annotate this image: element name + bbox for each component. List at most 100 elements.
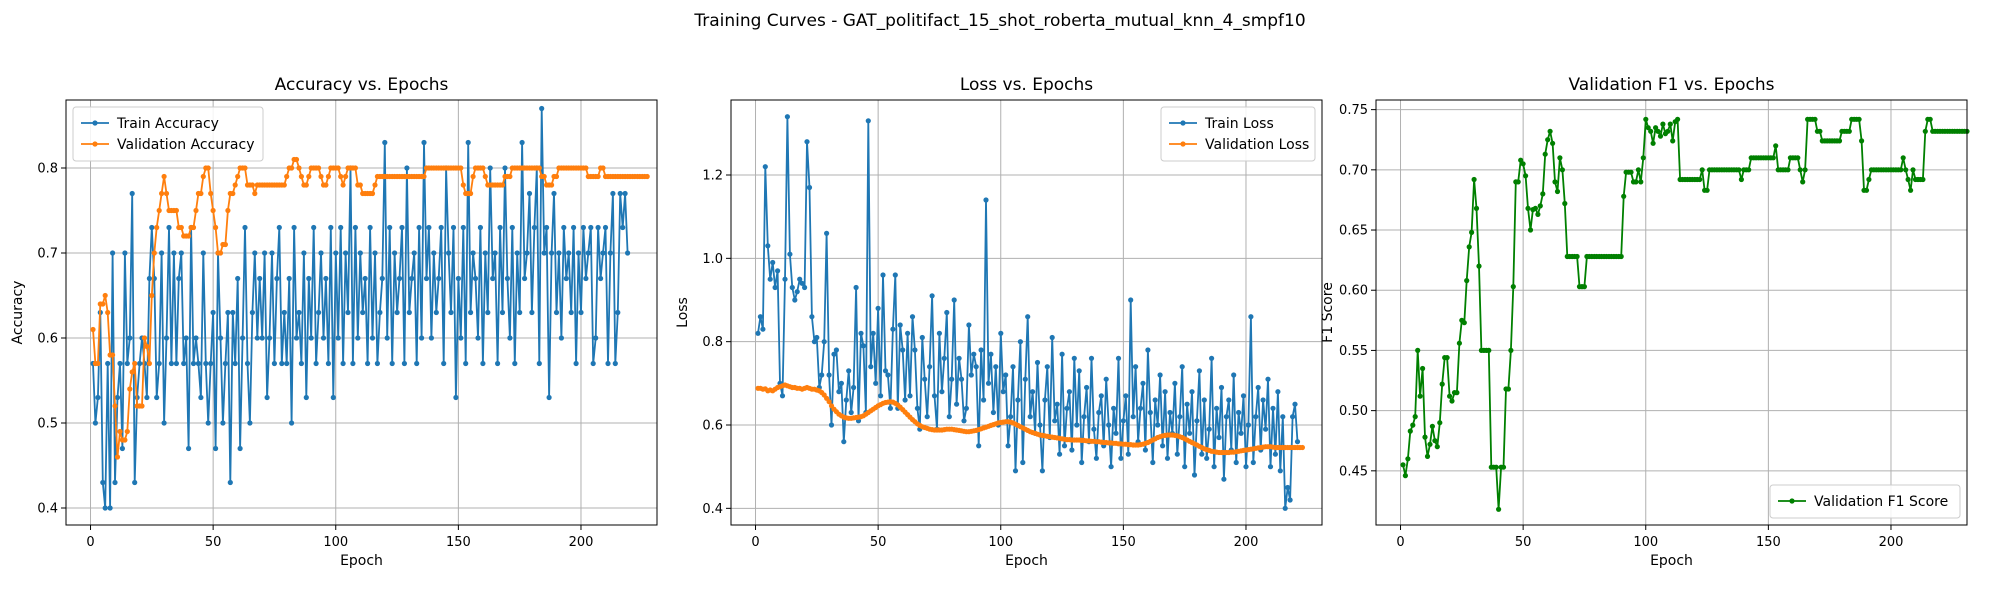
data-point xyxy=(141,335,148,341)
data-point xyxy=(1633,179,1639,185)
data-point xyxy=(450,224,457,231)
chart-panel-3: 0 50 100 150 200 0.45 0.50 0.55 0.60 0.65 0.70 0.75… xyxy=(1320,75,1970,569)
data-point xyxy=(1103,376,1109,382)
data-point xyxy=(615,309,621,316)
data-point xyxy=(1746,167,1752,173)
data-point xyxy=(132,479,138,486)
data-point xyxy=(401,360,407,367)
data-point xyxy=(553,173,560,180)
data-point xyxy=(249,309,255,316)
data-point xyxy=(1066,389,1072,395)
data-point xyxy=(112,403,118,409)
data-point xyxy=(504,275,510,282)
data-point xyxy=(338,173,344,180)
data-point xyxy=(1454,390,1460,396)
data-point xyxy=(441,360,447,367)
data-point xyxy=(1265,376,1271,382)
x-tick-label: 200 xyxy=(569,535,594,550)
data-point xyxy=(1263,426,1269,432)
data-point xyxy=(556,250,562,256)
data-point xyxy=(468,309,474,316)
data-point xyxy=(539,105,545,112)
data-point xyxy=(524,250,530,256)
data-point xyxy=(799,280,805,286)
data-point xyxy=(1405,456,1411,462)
data-point xyxy=(1469,229,1475,235)
data-point xyxy=(1444,355,1450,361)
data-point xyxy=(1034,359,1041,366)
data-point xyxy=(406,309,412,316)
data-point xyxy=(1407,428,1413,434)
data-point xyxy=(1846,128,1852,134)
data-point xyxy=(1245,422,1251,428)
data-point xyxy=(1496,506,1502,512)
data-point xyxy=(369,335,376,341)
data-point xyxy=(1049,334,1055,341)
legend-label: Validation Accuracy xyxy=(117,137,255,153)
data-point xyxy=(978,347,984,353)
legend-swatch-marker xyxy=(92,141,98,147)
data-point xyxy=(1174,451,1180,457)
data-point xyxy=(824,230,830,236)
data-point xyxy=(237,445,243,452)
data-point xyxy=(105,309,111,316)
data-point xyxy=(470,173,476,180)
data-point xyxy=(1255,384,1261,391)
data-point xyxy=(259,335,265,341)
data-point xyxy=(284,360,290,367)
data-point xyxy=(313,360,319,367)
data-point xyxy=(100,301,106,307)
data-point xyxy=(1231,372,1237,378)
data-point xyxy=(1272,451,1278,457)
y-tick-label: 0.50 xyxy=(1339,404,1368,419)
y-tick-label: 1.2 xyxy=(702,169,723,184)
data-point xyxy=(340,360,346,367)
data-point xyxy=(1204,455,1210,461)
data-point xyxy=(787,251,793,257)
data-point xyxy=(90,326,96,333)
legend-swatch-marker xyxy=(1789,498,1795,504)
data-point xyxy=(1773,143,1779,149)
data-point xyxy=(1905,176,1911,183)
data-point xyxy=(225,309,231,316)
data-point xyxy=(193,207,199,214)
data-point xyxy=(549,182,555,188)
data-point xyxy=(1238,430,1244,436)
data-point xyxy=(156,360,162,367)
data-point xyxy=(865,118,871,124)
data-point xyxy=(453,394,459,401)
data-point xyxy=(590,360,596,367)
data-point xyxy=(1030,389,1036,395)
y-tick-label: 0.7 xyxy=(37,247,58,262)
data-point xyxy=(1233,459,1239,466)
data-point xyxy=(821,339,827,345)
data-point xyxy=(755,330,761,336)
y-tick-label: 0.45 xyxy=(1339,464,1368,479)
data-point xyxy=(605,360,611,367)
x-tick-label: 50 xyxy=(1515,535,1532,550)
data-point xyxy=(1111,405,1117,411)
data-point xyxy=(558,335,565,341)
data-point xyxy=(289,420,295,426)
x-tick-label: 0 xyxy=(1396,535,1404,550)
data-point xyxy=(1150,459,1156,466)
data-point xyxy=(186,233,192,239)
data-point xyxy=(1471,176,1477,183)
legend-swatch-marker xyxy=(92,120,98,126)
x-axis-label: Epoch xyxy=(1005,553,1048,569)
data-point xyxy=(436,275,442,282)
data-point xyxy=(1650,140,1656,146)
data-point xyxy=(1145,347,1151,353)
data-point xyxy=(873,380,879,386)
x-tick-label: 200 xyxy=(1234,535,1259,550)
data-point xyxy=(244,360,251,367)
data-point xyxy=(293,156,300,163)
data-point xyxy=(809,314,815,320)
data-point xyxy=(1079,459,1085,466)
data-point xyxy=(988,351,994,357)
data-point xyxy=(779,393,786,399)
legend: Train Loss Validation Loss xyxy=(1160,106,1316,162)
data-point xyxy=(1535,211,1541,217)
data-point xyxy=(1515,179,1521,185)
